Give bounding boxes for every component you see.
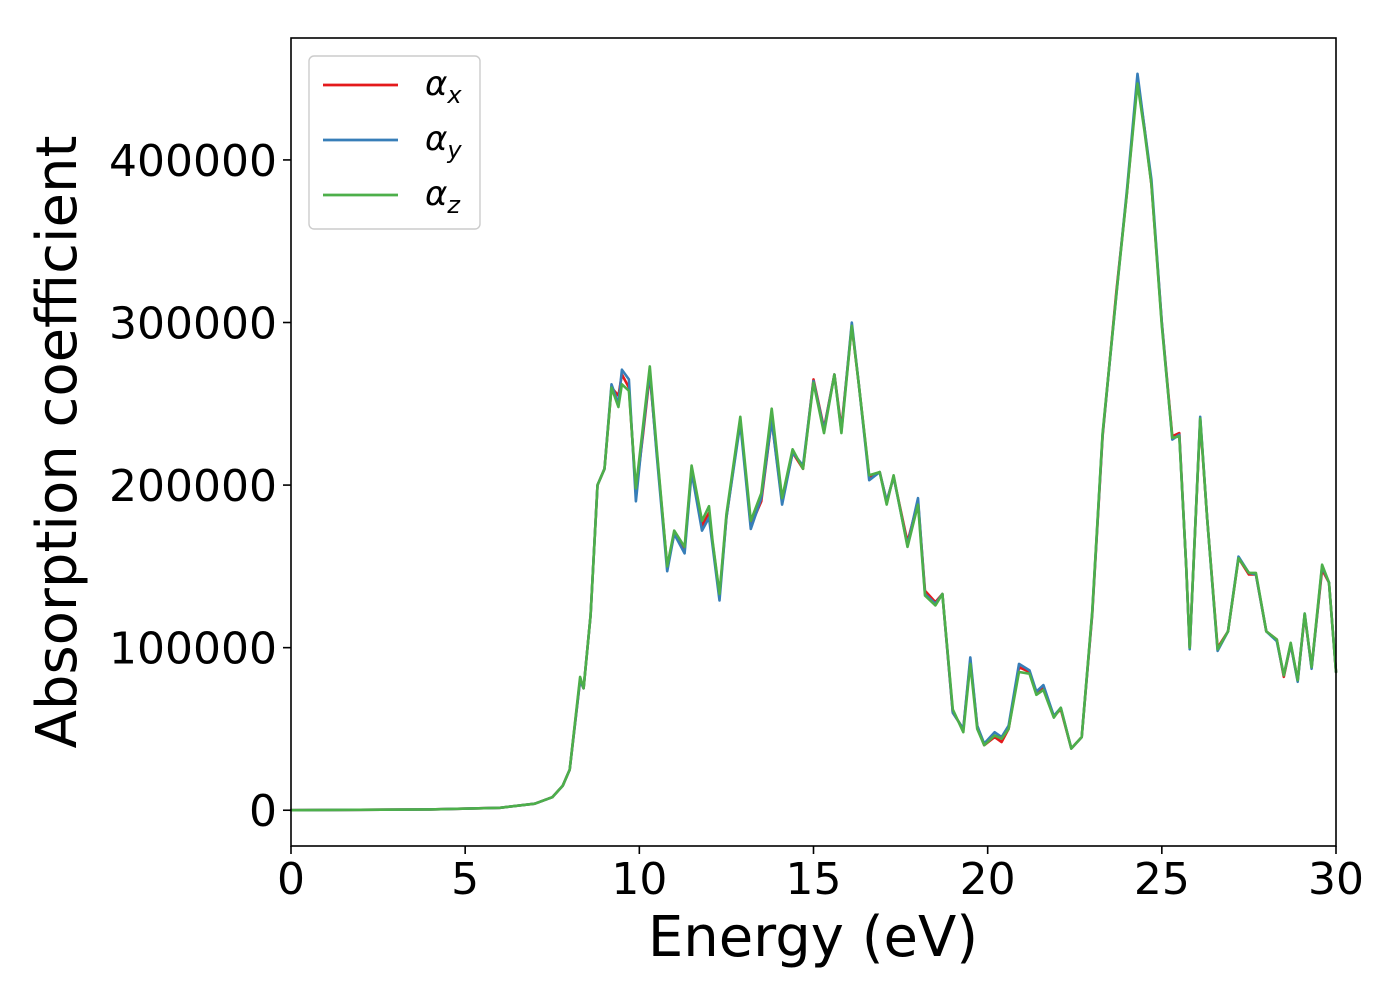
legend-box — [308, 55, 481, 230]
y-tick-label: 300000 — [109, 299, 277, 350]
y-tick-label: 200000 — [109, 461, 277, 512]
legend-label-2: αy — [425, 119, 462, 164]
x-tick-label: 15 — [786, 854, 842, 905]
x-tick-label: 10 — [611, 854, 667, 905]
y-tick-label: 100000 — [109, 624, 277, 675]
y-tick-label: 0 — [249, 786, 277, 837]
x-tick-label: 30 — [1308, 854, 1364, 905]
x-axis-label: Energy (eV) — [648, 905, 978, 970]
x-tick-label: 20 — [960, 854, 1016, 905]
legend-label-3: αz — [425, 174, 461, 219]
x-axis-ticks: 0 5 10 15 20 25 30 — [277, 846, 1364, 905]
x-tick-label: 0 — [277, 854, 305, 905]
series-layer — [289, 72, 1338, 812]
legend: αx αy αz — [308, 55, 481, 230]
y-tick-label: 400000 — [109, 136, 277, 187]
x-tick-label: 5 — [451, 854, 479, 905]
x-tick-label: 25 — [1134, 854, 1190, 905]
series-line-3 — [289, 82, 1338, 812]
y-axis-ticks: 0 100000 200000 300000 400000 — [109, 136, 291, 837]
y-axis-label: Absorption coefficient — [25, 136, 90, 749]
legend-label-1: αx — [425, 64, 462, 109]
